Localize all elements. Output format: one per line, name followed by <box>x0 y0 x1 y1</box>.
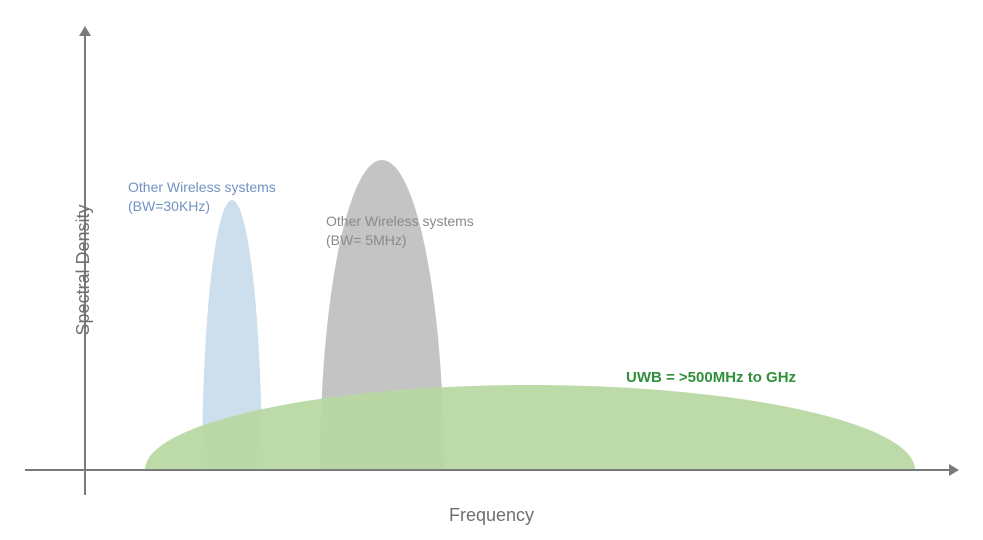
uwb-annotation: UWB = >500MHz to GHz <box>626 368 796 388</box>
wideband-annotation: Other Wireless systems (BW= 5MHz) <box>326 212 474 250</box>
y-axis-label: Spectral Density <box>73 204 94 335</box>
narrowband-annotation: Other Wireless systems (BW=30KHz) <box>128 178 276 216</box>
x-axis-label: Frequency <box>449 505 534 526</box>
chart-canvas <box>0 0 983 540</box>
spectral-density-chart: Spectral Density Frequency Other Wireles… <box>0 0 983 540</box>
